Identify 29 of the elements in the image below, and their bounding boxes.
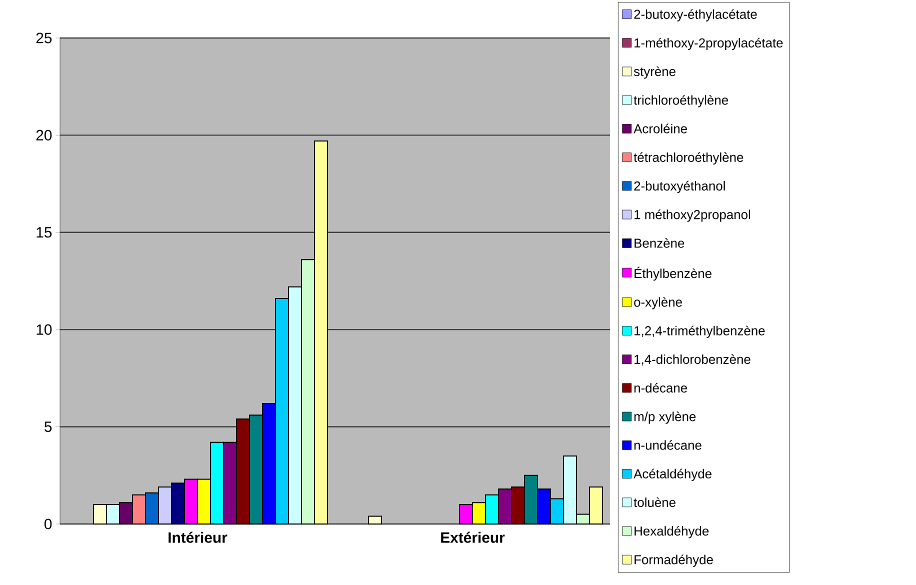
legend-label: Acroléine xyxy=(634,124,687,134)
legend-label: trichloroéthylène xyxy=(634,95,728,108)
legend-label: Benzène xyxy=(634,238,684,248)
legend-label: toluène xyxy=(634,497,676,508)
legend-label: tétrachloroéthylène xyxy=(634,152,744,165)
x-tick-label: Intérieur xyxy=(168,532,228,543)
legend-label: 2-butoxy-éthylacétate xyxy=(634,9,757,22)
y-tick-label: 25 xyxy=(36,32,52,44)
bar xyxy=(368,516,382,524)
y-tick-label: 20 xyxy=(36,130,52,140)
legend-label: Éthylbenzène xyxy=(634,266,712,281)
legend-label: Acétaldéhyde xyxy=(634,468,712,481)
legend-label: 1 méthoxy2propanol xyxy=(634,210,750,222)
legend-label: styrène xyxy=(634,66,676,79)
legend-label: n-décane xyxy=(634,382,687,393)
legend-label: 1,4-dichlorobenzène xyxy=(634,354,750,366)
y-tick-label: 5 xyxy=(44,422,52,432)
y-tick-label: 15 xyxy=(36,227,52,238)
legend-label: o-xylène xyxy=(634,297,682,310)
legend-label: Hexaldéhyde xyxy=(634,526,709,538)
y-tick-label: 0 xyxy=(44,518,52,530)
legend-label: 1,2,4-triméthylbenzène xyxy=(634,326,765,338)
legend-label: 1-méthoxy-2propylacétate xyxy=(634,38,783,50)
y-tick-label: 10 xyxy=(36,324,52,335)
legend-label: n-undécane xyxy=(634,440,702,450)
x-tick-label: Extérieur xyxy=(441,532,505,543)
legend-label: 2-butoxyéthanol xyxy=(634,180,725,194)
legend-label: Formadéhyde xyxy=(634,554,713,567)
legend-label: m/p xylène xyxy=(634,412,696,424)
